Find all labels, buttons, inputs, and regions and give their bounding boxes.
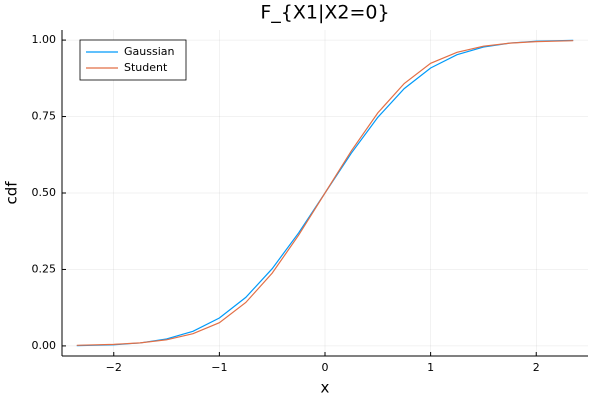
y-tick-label: 0.50	[32, 186, 57, 199]
chart-title: F_{X1|X2=0}	[260, 2, 389, 24]
y-tick-label: 1.00	[32, 33, 57, 46]
legend-box	[79, 39, 187, 81]
x-tick-label: 1	[427, 361, 434, 374]
legend-label: Gaussian	[124, 45, 174, 58]
x-tick-label: 0	[322, 361, 329, 374]
x-tick-label: 2	[533, 361, 540, 374]
x-tick-label: −1	[211, 361, 227, 374]
y-tick-label: 0.75	[32, 110, 57, 123]
y-axis-label: cdf	[3, 181, 21, 205]
legend-label: Student	[124, 61, 168, 74]
x-tick-label: −2	[106, 361, 122, 374]
y-tick-label: 0.25	[32, 262, 57, 275]
y-tick-label: 0.00	[32, 339, 57, 352]
line	[76, 40, 574, 346]
x-axis-label: x	[321, 379, 330, 397]
